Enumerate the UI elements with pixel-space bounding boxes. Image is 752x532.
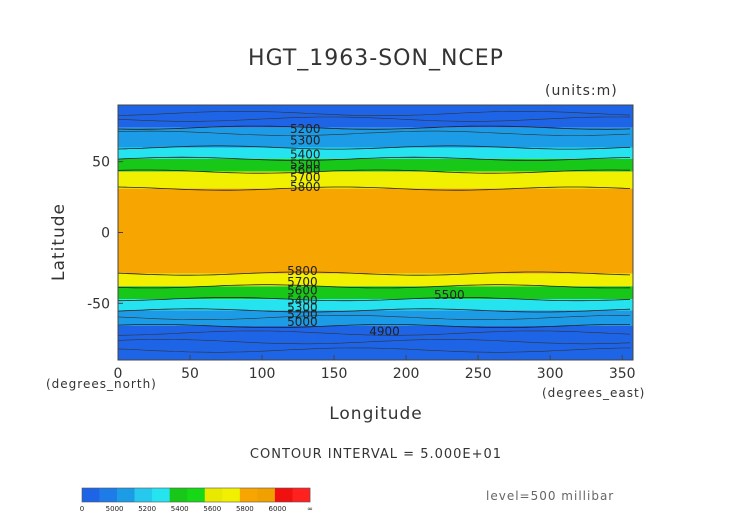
contour-label-4: 5600 — [290, 163, 321, 177]
x-tick-label-1: 50 — [181, 366, 199, 382]
contour-line-extra-1 — [117, 111, 631, 116]
contour-label-2: 5400 — [290, 148, 321, 162]
x-tick-label-3: 150 — [321, 366, 348, 382]
colorbar-cell-7 — [204, 488, 223, 502]
x-tick-label-5: 250 — [465, 366, 492, 382]
contour-line-5 — [117, 186, 631, 191]
band-8 — [118, 299, 633, 311]
contour-label-9: 5600 — [287, 284, 318, 298]
contour-label-1: 5300 — [290, 133, 321, 147]
band-7 — [118, 286, 633, 300]
colorbar-cell-3 — [134, 488, 153, 502]
colorbar-cell-10 — [257, 488, 276, 502]
y-tick-label-2: -50 — [87, 296, 110, 312]
contour-label-0: 5200 — [290, 122, 321, 136]
band-0 — [118, 105, 633, 128]
colorbar-cell-5 — [169, 488, 188, 502]
x-tick-label-0: 0 — [114, 366, 123, 382]
colorbar-cell-9 — [239, 488, 258, 502]
colorbar-label-5: 5800 — [236, 505, 254, 513]
contour-label-13: 5200 — [287, 308, 318, 322]
x-units-label: (degrees_north) — [46, 377, 157, 391]
band-9 — [118, 310, 633, 326]
contour-line-1 — [117, 125, 631, 130]
colorbar-frame — [81, 487, 311, 503]
level-text: level=500 millibar — [486, 489, 615, 503]
colorbar-cell-0 — [82, 488, 100, 502]
contour-line-8 — [117, 297, 631, 302]
x-tick-label-7: 350 — [609, 366, 636, 382]
colorbar-label-0: 0 — [80, 505, 84, 513]
contour-line-extra-3 — [117, 315, 630, 320]
contour-line-extra-2 — [117, 130, 631, 136]
colorbar-cell-6 — [187, 488, 206, 502]
contour-label-11: 5400 — [287, 294, 318, 308]
contour-line-4 — [117, 169, 631, 174]
contour-line-6 — [117, 271, 631, 276]
y-units-label: (degrees_east) — [542, 386, 646, 400]
contour-label-8: 5700 — [287, 275, 318, 289]
colorbar-cell-1 — [99, 488, 118, 502]
colorbar-cell-8 — [222, 488, 241, 502]
band-1 — [118, 127, 633, 148]
colorbar-cell-12 — [292, 488, 311, 502]
contour-line-extra-6 — [117, 347, 631, 353]
contour-label-15: 4900 — [369, 325, 400, 339]
contour-line-3 — [117, 156, 631, 161]
contour-line-extra-0 — [117, 116, 631, 122]
contour-label-12: 5300 — [287, 301, 318, 315]
y-tick-label-0: 50 — [92, 155, 110, 171]
colorbar-label-1: 5000 — [106, 505, 124, 513]
contour-label-14: 5000 — [287, 315, 318, 329]
band-4 — [118, 171, 633, 189]
units-label: (units:m) — [545, 83, 618, 99]
band-3 — [118, 158, 633, 172]
colorbar-label-6: 6000 — [269, 505, 287, 513]
contour-interval-text: CONTOUR INTERVAL = 5.000E+01 — [249, 447, 503, 462]
contour-label-6: 5800 — [290, 180, 321, 194]
x-tick-label-6: 300 — [537, 366, 564, 382]
contour-label-10: 5500 — [434, 288, 465, 302]
y-axis-label: Latitude — [48, 203, 69, 281]
colorbar-cell-11 — [274, 488, 293, 502]
band-5 — [118, 188, 633, 274]
x-tick-label-2: 100 — [249, 366, 276, 382]
x-tick-label-4: 200 — [393, 366, 420, 382]
y-tick-label-1: 0 — [101, 226, 110, 242]
contour-line-7 — [117, 284, 631, 289]
contour-line-extra-5 — [117, 339, 631, 345]
colorbar-label-3: 5400 — [171, 505, 189, 513]
contour-label-5: 5700 — [290, 170, 321, 184]
band-2 — [118, 147, 633, 159]
contour-line-2 — [117, 145, 631, 150]
colorbar-label-4: 5600 — [203, 505, 221, 513]
colorbar-label-2: 5200 — [138, 505, 156, 513]
colorbar-label-7: ∞ — [307, 505, 313, 513]
colorbar-cell-2 — [117, 488, 135, 502]
colorbar-cell-4 — [152, 488, 170, 502]
x-axis-label: Longitude — [329, 404, 423, 424]
contour-line-10 — [117, 324, 631, 328]
band-6 — [118, 273, 633, 287]
contour-label-3: 5500 — [290, 158, 321, 172]
contour-line-extra-4 — [117, 330, 631, 336]
contour-line-9 — [117, 308, 631, 313]
chart-title: HGT_1963-SON_NCEP — [248, 46, 504, 71]
contour-label-7: 5800 — [287, 264, 318, 278]
